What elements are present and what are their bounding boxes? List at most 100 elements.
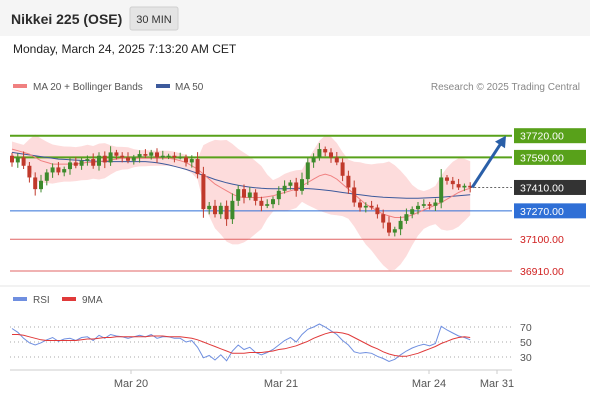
- ma50-legend-label: MA 50: [175, 82, 204, 93]
- candle-down: [102, 155, 107, 163]
- rsi-ma-legend-label: 9MA: [82, 295, 103, 306]
- candle-down: [27, 165, 32, 178]
- candle-down: [294, 182, 299, 191]
- ma50-legend-swatch: [156, 84, 170, 88]
- credit-text: Research © 2025 Trading Central: [431, 82, 580, 93]
- candle-up: [271, 199, 275, 205]
- rsi-legend-swatch: [13, 297, 27, 301]
- time-tick-label: Mar 21: [264, 378, 298, 390]
- candle-up: [108, 152, 113, 163]
- rsi-legend-label: RSI: [33, 295, 50, 306]
- rsi-tick-label: 70: [520, 322, 532, 334]
- candle-down: [184, 157, 188, 163]
- timeframe-button[interactable]: 30 MIN: [129, 6, 179, 31]
- arrow-head: [495, 135, 506, 149]
- level-label-pivot: 37270.00: [520, 206, 564, 218]
- time-axis: Mar 20 Mar 21 Mar 24 Mar 31: [114, 370, 514, 390]
- candle-down: [155, 152, 159, 158]
- candle-down: [445, 177, 449, 181]
- candle-up: [392, 229, 397, 233]
- candle-down: [456, 184, 461, 188]
- candle-up: [230, 200, 235, 220]
- candle-down: [213, 205, 217, 215]
- candle-up: [79, 160, 84, 166]
- rsi-ma-line: [12, 331, 471, 357]
- rsi-ma-legend-swatch: [62, 297, 76, 301]
- rsi-line: [11, 323, 471, 363]
- candle-up: [282, 185, 287, 191]
- candle-up: [131, 157, 136, 161]
- timeframe-button-bg[interactable]: [129, 6, 179, 31]
- candle-down: [56, 167, 61, 173]
- level-label-bg-resistance: [514, 128, 586, 144]
- candle-up: [300, 179, 304, 191]
- instrument-title: Nikkei 225 (OSE): [11, 11, 122, 27]
- bollinger-band-area: [12, 134, 471, 271]
- time-tick-label: Mar 24: [412, 378, 446, 390]
- candle-up: [189, 159, 194, 163]
- candle-down: [201, 174, 206, 210]
- level-label-bg-last: [514, 179, 586, 195]
- header-bar: [0, 0, 590, 36]
- candle-down: [329, 152, 333, 158]
- candle-down: [346, 175, 351, 188]
- candle-up: [44, 172, 49, 181]
- rsi-tick-label: 50: [520, 337, 532, 349]
- candle-down: [114, 152, 119, 156]
- candle-down: [143, 154, 148, 156]
- bollinger-bands: [12, 134, 471, 271]
- level-labels: 37720.00 37590.00 37410.00 37270.00 37100.00…: [514, 128, 586, 278]
- candles: [10, 143, 473, 237]
- candle-down: [387, 222, 391, 233]
- arrow-shaft: [470, 140, 504, 189]
- candle-up: [404, 214, 409, 221]
- candle-down: [224, 205, 229, 220]
- candle-up: [462, 185, 467, 188]
- candle-down: [195, 159, 200, 175]
- candle-up: [50, 167, 55, 173]
- candle-up: [149, 152, 154, 156]
- level-label-last: 37410.00: [520, 182, 564, 194]
- candle-down: [375, 207, 380, 215]
- candle-down: [358, 202, 362, 208]
- candle-down: [450, 180, 455, 185]
- candle-up: [236, 189, 241, 201]
- candle-up: [207, 205, 212, 210]
- candle-down: [340, 162, 345, 176]
- level-label-resistance: 37720.00: [520, 131, 564, 143]
- candle-up: [305, 162, 310, 180]
- candle-up: [97, 155, 101, 166]
- candle-down: [242, 189, 246, 198]
- moving-averages: [11, 148, 471, 218]
- candle-down: [323, 149, 328, 153]
- level-label-support: 37100.00: [520, 234, 564, 246]
- candle-down: [369, 205, 374, 208]
- candle-down: [253, 192, 258, 201]
- candle-up: [416, 205, 420, 210]
- candle-down: [259, 200, 264, 206]
- candle-down: [10, 155, 14, 163]
- candle-up: [410, 209, 415, 215]
- candle-up: [62, 169, 67, 173]
- rsi-panel: 70 50 30: [10, 322, 532, 364]
- candle-up: [247, 192, 252, 198]
- candle-up: [178, 157, 183, 159]
- candle-up: [218, 205, 223, 215]
- candle-up: [68, 162, 72, 170]
- candle-down: [73, 162, 78, 166]
- level-label-bg-pivot: [514, 203, 586, 219]
- timeframe-label[interactable]: 30 MIN: [136, 14, 172, 26]
- candle-up: [433, 202, 438, 206]
- time-tick-label: Mar 20: [114, 378, 148, 390]
- candle-up: [317, 149, 322, 158]
- candle-up: [398, 220, 403, 230]
- candle-down: [33, 177, 38, 190]
- candle-down: [120, 155, 125, 158]
- candle-up: [311, 157, 316, 163]
- candle-up: [421, 204, 426, 206]
- projection-arrow: [470, 135, 506, 189]
- time-tick-label: Mar 31: [480, 378, 514, 390]
- candle-up: [265, 204, 270, 206]
- candle-down: [91, 159, 96, 166]
